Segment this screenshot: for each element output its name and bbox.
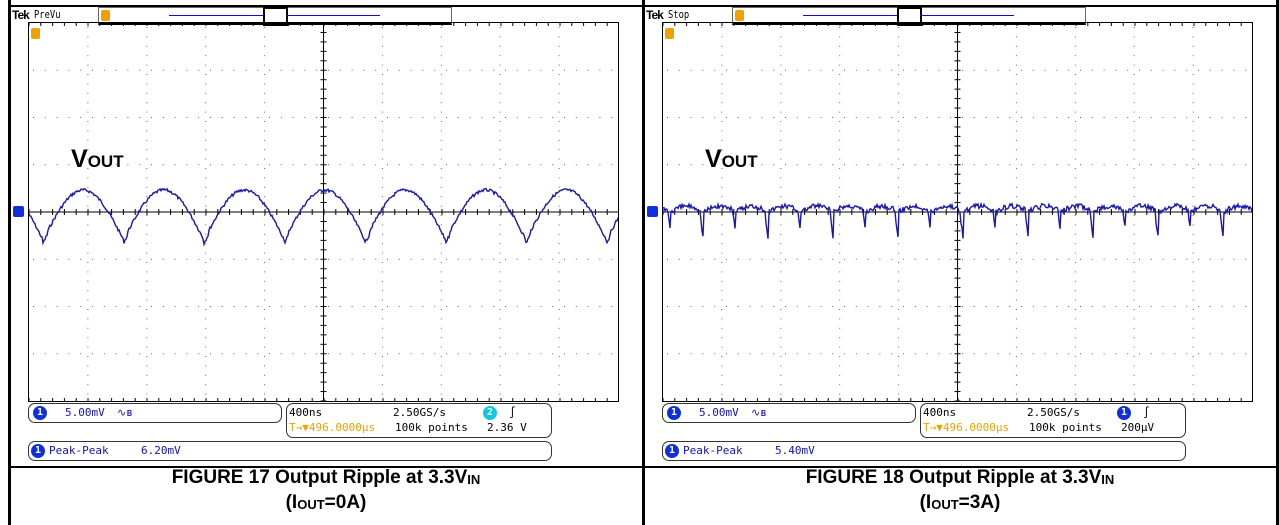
horizontal-trigger-box[interactable]: 400ns 2.50GS/s 2 ∫ T→▼496.0000µs 100k po… (286, 403, 552, 438)
border-caption (8, 466, 1279, 468)
trigger-level: 2.36 V (487, 421, 527, 434)
scope-figure: Tek Stop VOUT 1 5.00mV ∿ʙ 400ns 2.50GS/s 1… (644, 6, 1276, 466)
waveform-plot: VOUT (662, 22, 1253, 402)
measurement-value: 6.20mV (141, 444, 181, 457)
trigger-position-icon (665, 28, 674, 39)
record-view-bar (98, 7, 452, 26)
record-length: 100k points (1029, 421, 1102, 434)
sample-rate: 2.50GS/s (393, 406, 446, 419)
bandwidth-limit-icon: ∿ʙ (751, 406, 767, 419)
timebase: 400ns (923, 406, 957, 419)
timebase: 400ns (289, 406, 323, 419)
ch1-ground-marker-icon (13, 206, 24, 217)
record-view-bar (732, 7, 1086, 26)
ch1-ground-marker-icon (647, 206, 658, 217)
trigger-position: T→▼496.0000µs (923, 421, 1010, 434)
signal-label: VOUT (71, 145, 124, 173)
trigger-position-icon (31, 28, 40, 39)
measurement-label: Peak-Peak (683, 444, 743, 457)
trigger-position: T→▼496.0000µs (289, 421, 376, 434)
bandwidth-limit-icon: ∿ʙ (117, 406, 133, 419)
rising-edge-icon: ∫ (509, 406, 516, 419)
record-length: 100k points (395, 421, 468, 434)
border-left (8, 0, 11, 525)
measurement-value: 5.40mV (775, 444, 815, 457)
measurement-box[interactable]: 1 Peak-Peak 5.40mV (662, 441, 1186, 461)
scope-brand: Tek (646, 8, 664, 22)
trigger-channel: 2 (483, 406, 497, 420)
scope-mode: Stop (668, 8, 690, 21)
horizontal-trigger-box[interactable]: 400ns 2.50GS/s 1 ∫ T→▼496.0000µs 100k po… (920, 403, 1186, 438)
trigger-channel: 1 (1117, 406, 1131, 420)
waveform-plot: VOUT (28, 22, 619, 402)
measurement-label: Peak-Peak (49, 444, 109, 457)
waveform-trace (29, 187, 618, 247)
border-middle (642, 0, 645, 525)
ch1-scale-box[interactable]: 1 5.00mV ∿ʙ (28, 403, 282, 423)
border-right (1276, 0, 1279, 525)
trigger-marker-icon (735, 10, 744, 21)
ch1-scale: 5.00mV (699, 406, 739, 419)
ch1-scale-box[interactable]: 1 5.00mV ∿ʙ (662, 403, 916, 423)
sample-rate: 2.50GS/s (1027, 406, 1080, 419)
signal-label: VOUT (705, 145, 758, 173)
ch1-scale: 5.00mV (65, 406, 105, 419)
waveform-trace (663, 201, 1252, 239)
figure-caption: FIGURE 17 Output Ripple at 3.3VIN (IOUT=… (171, 467, 481, 513)
trigger-marker-icon (101, 10, 110, 21)
trigger-level: 200µV (1121, 421, 1155, 434)
measurement-box[interactable]: 1 Peak-Peak 6.20mV (28, 441, 552, 461)
figure-caption: FIGURE 18 Output Ripple at 3.3VIN (IOUT=… (805, 467, 1115, 513)
scope-mode: PreVu (34, 8, 61, 21)
scope-brand: Tek (12, 8, 30, 22)
border-top (8, 5, 1279, 7)
scope-figure: Tek PreVu VOUT 1 5.00mV ∿ʙ 400ns 2.50GS/s … (10, 6, 642, 466)
rising-edge-icon: ∫ (1143, 406, 1150, 419)
